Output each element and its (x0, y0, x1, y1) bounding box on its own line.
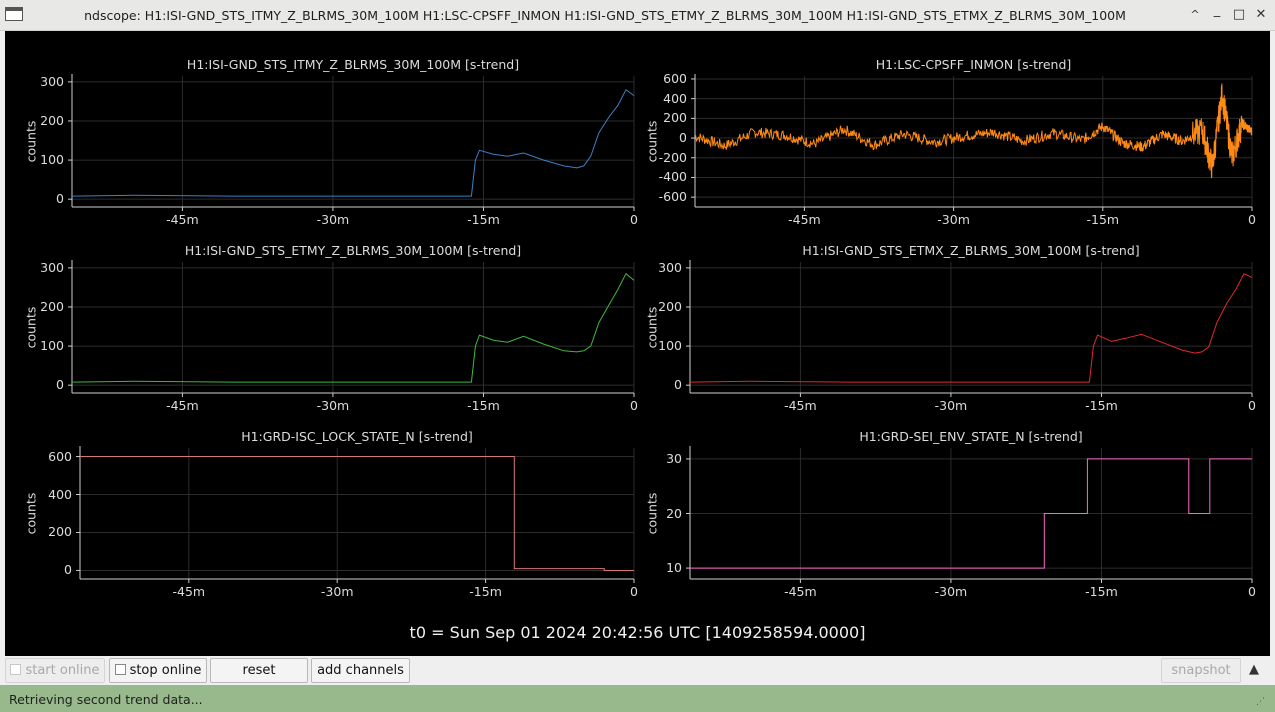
y-tick-label: 600 (48, 448, 72, 464)
add-channels-label: add channels (317, 663, 404, 678)
x-tick-label: -45m (172, 584, 206, 599)
y-tick-label: 100 (40, 152, 64, 168)
y-tick-label: 100 (658, 338, 682, 354)
y-tick-label: 200 (48, 524, 72, 540)
plot-etmy[interactable] (5, 31, 1270, 656)
snapshot-label: snapshot (1171, 663, 1231, 678)
x-tick-label: -15m (1086, 212, 1120, 227)
series-line-lock (80, 456, 634, 571)
toolbar: start online stop online reset add chann… (0, 656, 1275, 685)
series-line-etmy (71, 272, 635, 383)
y-tick-label: 0 (56, 191, 64, 207)
y-tick-label: 300 (40, 73, 64, 89)
plot-area[interactable]: H1:ISI-GND_STS_ITMY_Z_BLRMS_30M_100M [s-… (5, 31, 1270, 656)
window-titlebar: ndscope: H1:ISI-GND_STS_ITMY_Z_BLRMS_30M… (0, 0, 1275, 31)
window-title: ndscope: H1:ISI-GND_STS_ITMY_Z_BLRMS_30M… (84, 8, 1126, 23)
plot-lock[interactable] (5, 31, 1270, 656)
plot-sei[interactable] (5, 31, 1270, 656)
start-online-checkbox-icon (10, 664, 22, 675)
status-bar: Retrieving second trend data... ⋰ (0, 685, 1275, 712)
x-tick-label: 0 (1248, 212, 1256, 227)
x-tick-label: 0 (1248, 398, 1256, 413)
y-tick-label: 300 (40, 259, 64, 275)
y-tick-label: 20 (666, 505, 682, 521)
minimize-window-icon[interactable]: _ (1213, 3, 1221, 18)
series-line-sei (690, 458, 1252, 569)
y-tick-label: 200 (40, 298, 64, 314)
x-tick-label: -45m (166, 212, 199, 227)
y-tick-label: -400 (658, 169, 687, 185)
stop-online-checkbox-icon (114, 664, 126, 675)
plot-itmy[interactable] (5, 31, 1270, 656)
y-tick-label: 300 (658, 259, 682, 275)
resize-grip-icon[interactable]: ⋰ (1256, 697, 1265, 707)
plot-title-etmx: H1:ISI-GND_STS_ETMX_Z_BLRMS_30M_100M [s-… (802, 243, 1140, 258)
plot-title-sei: H1:GRD-SEI_ENV_STATE_N [s-trend] (859, 429, 1083, 444)
x-tick-label: -30m (320, 584, 354, 599)
x-tick-label: -15m (467, 398, 500, 413)
add-channels-button[interactable]: add channels (311, 658, 410, 683)
y-tick-label: 200 (663, 110, 687, 126)
reset-label: reset (242, 663, 276, 678)
t0-label: t0 = Sun Sep 01 2024 20:42:56 UTC [14092… (409, 623, 866, 642)
plot-title-cpsff: H1:LSC-CPSFF_INMON [s-trend] (875, 57, 1072, 72)
y-tick-label: 400 (663, 90, 687, 106)
x-tick-label: -15m (467, 212, 500, 227)
plot-title-itmy: H1:ISI-GND_STS_ITMY_Z_BLRMS_30M_100M [s-… (186, 57, 520, 72)
x-tick-label: -30m (316, 398, 350, 413)
shade-window-icon[interactable]: ^ (1190, 8, 1200, 21)
x-tick-label: -30m (937, 212, 970, 227)
series-line-etmx (689, 273, 1253, 383)
x-tick-label: 0 (630, 584, 638, 599)
y-tick-label: 0 (64, 562, 72, 578)
series-line-itmy (71, 88, 635, 197)
snapshot-button[interactable]: snapshot (1161, 658, 1241, 683)
y-tick-label: 0 (674, 377, 682, 393)
x-tick-label: -15m (1085, 398, 1118, 413)
x-tick-label: -45m (784, 398, 817, 413)
x-tick-label: 0 (630, 398, 638, 413)
x-tick-label: -30m (934, 584, 968, 599)
x-tick-label: -45m (784, 584, 817, 599)
app-window-icon (5, 7, 23, 21)
x-tick-label: -45m (166, 398, 199, 413)
y-tick-label: -600 (658, 189, 687, 205)
x-tick-label: 0 (630, 212, 638, 227)
y-tick-label: 200 (658, 298, 682, 314)
status-text: Retrieving second trend data... (9, 692, 203, 707)
start-online-button[interactable]: start online (5, 658, 105, 683)
y-tick-label: 400 (48, 486, 72, 502)
stop-online-label: stop online (129, 663, 202, 678)
stop-online-button[interactable]: stop online (109, 658, 207, 683)
x-tick-label: -45m (788, 212, 821, 227)
y-tick-label: 600 (663, 70, 687, 86)
x-tick-label: -15m (469, 584, 502, 599)
y-tick-label: 10 (666, 560, 682, 576)
maximize-window-icon[interactable]: □ (1232, 7, 1246, 22)
reset-button[interactable]: reset (210, 658, 308, 683)
plot-etmx[interactable] (5, 31, 1270, 656)
plot-cpsff[interactable] (5, 31, 1270, 656)
y-tick-label: 100 (40, 338, 64, 354)
close-window-icon[interactable]: ✕ (1255, 7, 1267, 22)
start-online-label: start online (25, 663, 100, 678)
plot-title-etmy: H1:ISI-GND_STS_ETMY_Z_BLRMS_30M_100M [s-… (184, 243, 522, 258)
plot-title-lock: H1:GRD-ISC_LOCK_STATE_N [s-trend] (241, 429, 473, 444)
y-tick-label: 30 (666, 450, 682, 466)
y-tick-label: -200 (658, 149, 687, 165)
y-tick-label: 0 (56, 377, 64, 393)
x-tick-label: -30m (316, 212, 350, 227)
x-tick-label: -15m (1085, 584, 1118, 599)
collapse-arrow-icon[interactable]: ▲ (1249, 662, 1259, 677)
x-tick-label: 0 (1248, 584, 1256, 599)
y-tick-label: 0 (679, 130, 687, 146)
series-line-cpsff (694, 83, 1253, 179)
x-tick-label: -30m (934, 398, 968, 413)
y-tick-label: 200 (40, 112, 64, 128)
